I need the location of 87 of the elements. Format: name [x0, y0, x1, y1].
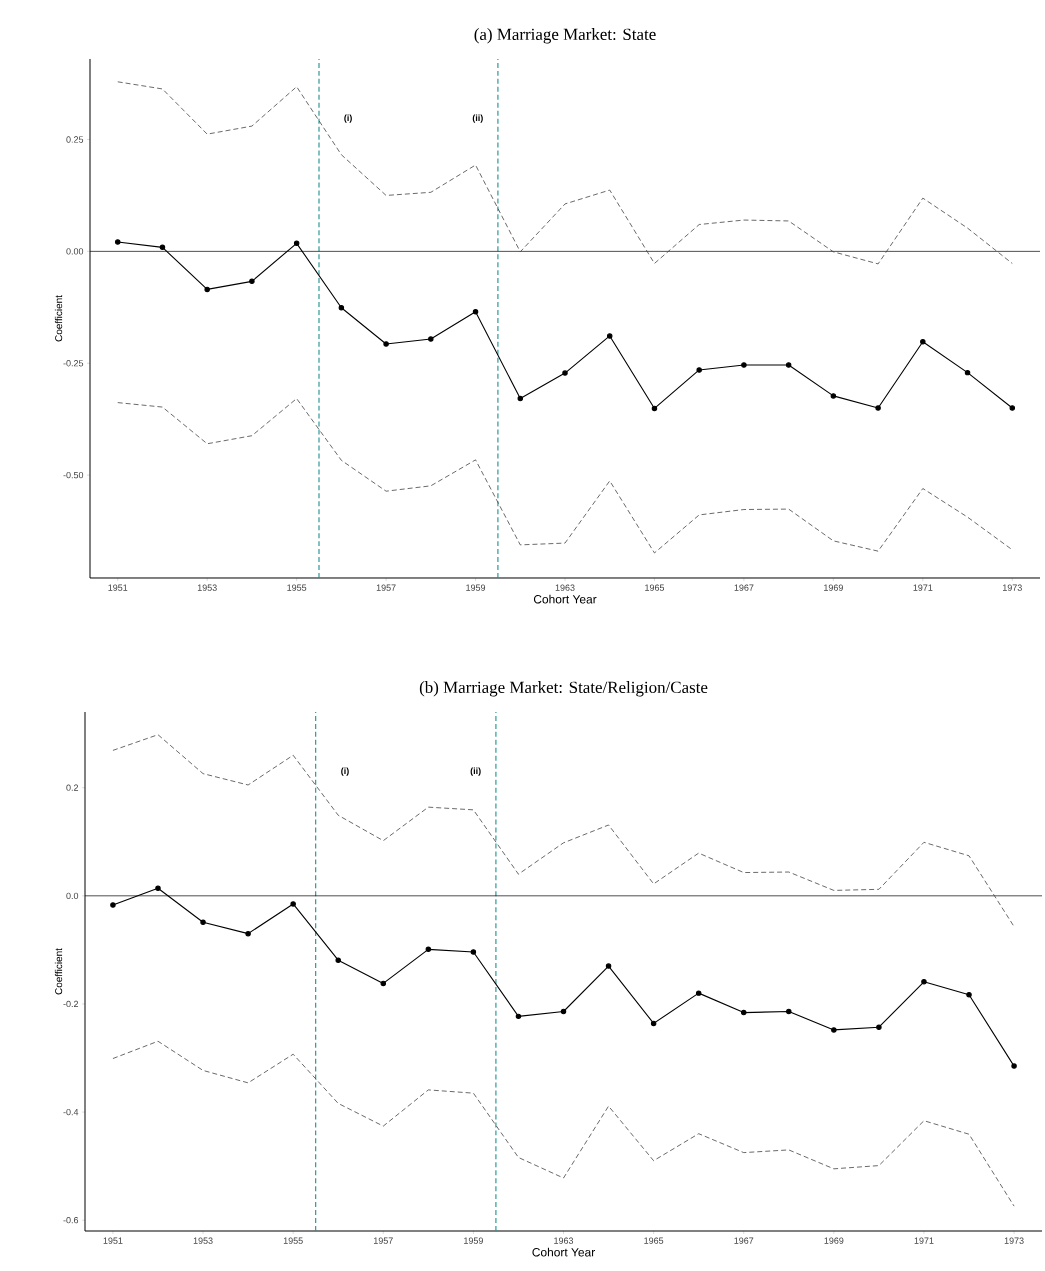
point: [290, 901, 296, 907]
x-axis-title: Cohort Year: [532, 1247, 595, 1257]
point: [515, 1013, 522, 1020]
point: [245, 930, 251, 937]
x-tick-label: 1955: [283, 1237, 303, 1244]
x-tick-label: 1973: [1002, 584, 1022, 591]
point: [605, 963, 612, 969]
point: [428, 336, 434, 342]
point: [696, 367, 702, 373]
x-axis-title: Cohort Year: [533, 594, 597, 604]
y-tick-label: -0.4: [63, 1108, 79, 1116]
y-tick-label: 0.00: [66, 248, 84, 255]
point: [786, 1008, 792, 1015]
annotation: (ii): [472, 114, 483, 123]
point: [380, 980, 387, 987]
x-tick-label: 1959: [464, 1237, 483, 1244]
x-tick-label: 1959: [466, 584, 486, 591]
point: [741, 362, 747, 368]
point: [249, 278, 255, 285]
line-series: [112, 734, 1015, 928]
x-tick-label: 1957: [373, 1237, 393, 1244]
y-tick-label: 0.2: [66, 784, 79, 791]
chart-title: (b) Marriage Market: State/Religion/Caste: [419, 681, 708, 697]
point: [651, 405, 658, 412]
annotation: (i): [344, 114, 352, 123]
point: [1009, 405, 1016, 411]
x-tick-label: 1951: [103, 1237, 123, 1244]
point: [383, 341, 389, 347]
x-tick-label: 1965: [645, 584, 665, 591]
point: [966, 992, 972, 998]
point: [335, 957, 341, 963]
line-series: [112, 1040, 1015, 1207]
x-tick-label: 1957: [376, 584, 396, 591]
x-tick-label: 1971: [913, 584, 933, 591]
point: [159, 244, 166, 251]
y-tick-label: 0.25: [66, 136, 84, 143]
point: [425, 946, 432, 953]
point: [470, 949, 477, 955]
point: [964, 369, 971, 376]
point: [200, 919, 206, 926]
x-tick-label: 1963: [555, 584, 575, 591]
point: [830, 393, 837, 399]
point: [785, 362, 792, 368]
x-tick-label: 1971: [914, 1237, 934, 1244]
point: [740, 1009, 747, 1016]
point: [517, 395, 524, 402]
point: [562, 370, 568, 376]
point: [606, 333, 613, 339]
x-tick-label: 1969: [824, 1237, 844, 1244]
x-tick-label: 1953: [197, 584, 217, 591]
point: [204, 286, 210, 293]
annotation: (ii): [470, 767, 481, 776]
point: [114, 239, 121, 245]
annotation: (i): [341, 767, 349, 776]
x-tick-label: 1967: [734, 584, 754, 591]
point: [110, 902, 116, 908]
x-tick-label: 1967: [734, 1237, 754, 1244]
point: [875, 405, 881, 411]
point: [831, 1027, 837, 1033]
y-tick-label: 0.0: [66, 892, 79, 899]
point: [695, 990, 702, 996]
line-series: [117, 81, 1013, 265]
point: [338, 305, 345, 311]
y-tick-label: -0.6: [63, 1217, 79, 1224]
point: [650, 1020, 657, 1027]
y-tick-label: -0.50: [63, 471, 84, 479]
x-tick-label: 1953: [193, 1237, 213, 1244]
point: [876, 1024, 882, 1030]
point: [155, 885, 161, 891]
point: [921, 979, 927, 985]
y-tick-label: -0.25: [63, 360, 84, 367]
x-tick-label: 1955: [287, 584, 307, 591]
y-axis-title: Coefficient: [54, 948, 63, 995]
x-tick-label: 1965: [644, 1237, 664, 1244]
y-tick-label: -0.2: [63, 1000, 79, 1008]
chart-title: (a) Marriage Market: State: [474, 28, 656, 44]
line-series: [117, 398, 1013, 554]
point: [293, 240, 300, 247]
point: [472, 309, 479, 315]
point: [560, 1008, 567, 1015]
x-tick-label: 1969: [824, 584, 843, 591]
x-tick-label: 1951: [108, 584, 128, 591]
point: [1011, 1063, 1017, 1069]
point: [920, 339, 926, 345]
x-tick-label: 1973: [1004, 1237, 1024, 1244]
x-tick-label: 1963: [554, 1237, 574, 1244]
y-axis-title: Coefficient: [54, 295, 63, 342]
